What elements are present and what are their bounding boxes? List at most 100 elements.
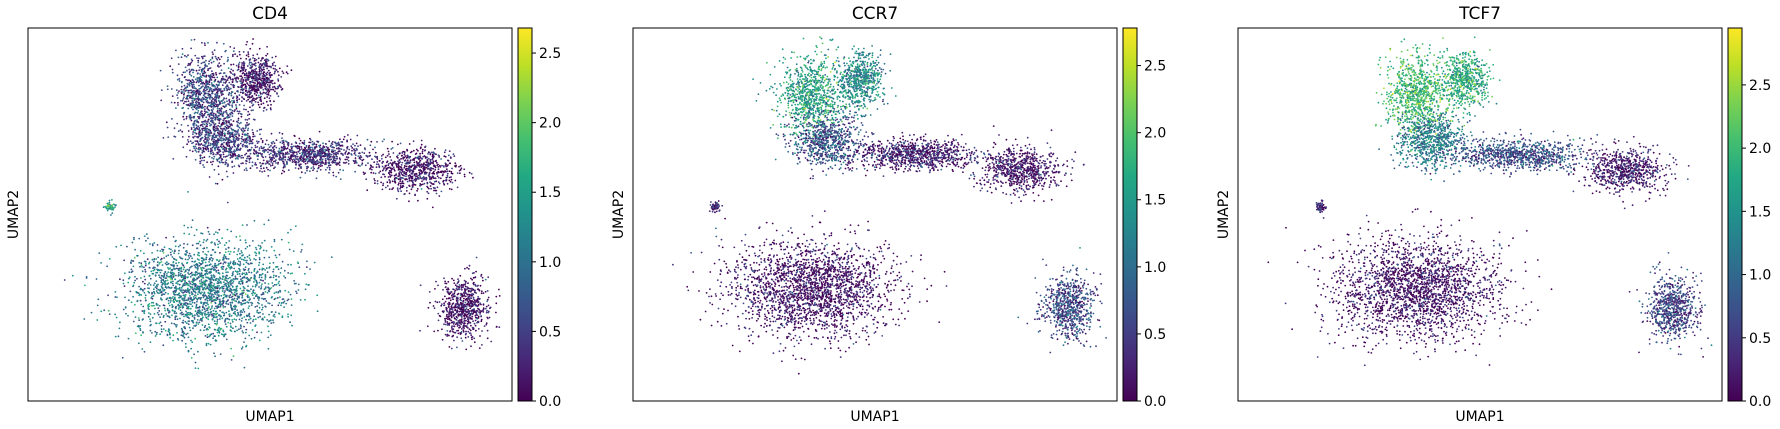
data-point	[195, 151, 198, 153]
data-point	[261, 56, 264, 59]
data-point	[209, 152, 212, 155]
data-point	[288, 152, 290, 155]
data-point	[286, 72, 289, 75]
data-point	[283, 143, 285, 146]
data-point	[222, 153, 225, 156]
data-point	[333, 152, 335, 155]
data-point	[431, 206, 434, 209]
data-point	[325, 149, 328, 152]
data-point	[260, 100, 263, 103]
data-point	[203, 87, 206, 90]
data-point	[246, 129, 249, 132]
data-point	[338, 143, 340, 146]
data-point	[280, 76, 283, 78]
data-point	[265, 166, 268, 169]
data-point	[219, 309, 222, 312]
data-point	[186, 85, 189, 88]
data-point	[234, 150, 237, 153]
data-point	[218, 331, 221, 334]
data-point	[176, 122, 179, 125]
data-point	[463, 173, 466, 176]
data-point	[257, 155, 259, 158]
data-point	[213, 335, 216, 338]
data-point	[187, 191, 190, 193]
data-point	[198, 148, 201, 151]
data-point	[327, 162, 330, 165]
data-point	[198, 321, 201, 324]
data-point	[258, 286, 260, 288]
data-point	[206, 120, 209, 123]
data-point	[177, 283, 179, 285]
data-point	[268, 79, 270, 82]
data-point	[267, 151, 269, 154]
data-point	[331, 146, 333, 149]
data-point	[444, 164, 447, 167]
data-point	[159, 271, 162, 274]
data-point	[236, 155, 239, 157]
data-point	[189, 70, 192, 73]
data-point	[402, 157, 404, 160]
data-point	[227, 114, 230, 116]
data-point	[448, 179, 451, 182]
data-point	[194, 78, 197, 81]
data-point	[238, 94, 241, 96]
data-point	[182, 71, 185, 74]
data-point	[386, 154, 389, 157]
data-point	[306, 169, 308, 172]
data-point	[435, 180, 438, 183]
data-point	[143, 292, 146, 294]
data-point	[305, 165, 308, 168]
data-point	[290, 151, 292, 154]
data-point	[253, 297, 256, 300]
data-point	[253, 92, 256, 95]
data-point	[285, 147, 288, 150]
data-point	[217, 280, 219, 283]
data-point	[252, 57, 254, 59]
data-point	[381, 140, 384, 143]
data-point	[248, 123, 251, 125]
data-point	[262, 159, 265, 162]
data-point	[215, 94, 218, 97]
data-point	[130, 301, 133, 304]
data-point	[274, 90, 276, 93]
data-point	[251, 165, 254, 167]
data-point	[391, 140, 393, 143]
data-point	[234, 275, 237, 278]
data-point	[213, 242, 216, 245]
data-point	[262, 156, 264, 159]
data-point	[191, 244, 194, 247]
data-point	[246, 136, 249, 139]
data-point	[310, 158, 313, 161]
data-point	[366, 155, 368, 158]
data-point	[261, 80, 263, 83]
data-point	[299, 159, 302, 162]
data-point	[328, 152, 331, 155]
data-point	[194, 54, 197, 57]
data-point	[289, 149, 292, 152]
data-point	[270, 276, 272, 279]
data-point	[221, 237, 224, 240]
data-point	[170, 57, 173, 60]
data-point	[211, 57, 214, 60]
data-point	[264, 269, 267, 271]
data-point	[219, 89, 222, 92]
data-point	[303, 139, 306, 142]
data-point	[245, 58, 248, 60]
data-point	[353, 148, 355, 151]
data-point	[171, 250, 174, 252]
data-point	[123, 285, 126, 287]
data-point	[397, 183, 400, 186]
data-point	[167, 328, 170, 331]
data-point	[216, 232, 219, 234]
data-point	[258, 106, 261, 109]
data-point	[249, 152, 252, 155]
data-point	[238, 134, 241, 137]
data-point	[225, 75, 228, 78]
data-point	[246, 78, 248, 81]
data-point	[432, 151, 435, 154]
data-point	[200, 92, 203, 95]
data-point	[224, 282, 227, 285]
data-point	[247, 72, 250, 75]
data-point	[270, 296, 273, 299]
data-point	[199, 106, 201, 109]
